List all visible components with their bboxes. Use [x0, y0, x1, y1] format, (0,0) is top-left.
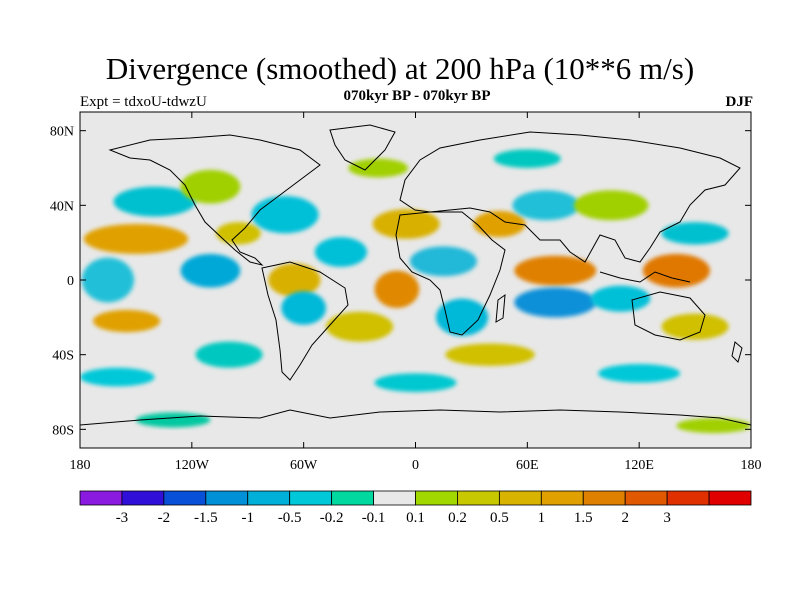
lon-tick-label: 120E — [624, 458, 654, 473]
field-region — [180, 169, 241, 204]
field-region — [573, 190, 649, 221]
field-region — [493, 149, 561, 169]
field-region — [598, 364, 681, 383]
field-region — [326, 311, 394, 342]
field-region — [676, 418, 751, 434]
coastlines — [80, 124, 751, 426]
field-region — [372, 209, 440, 239]
field-region — [374, 373, 457, 392]
field-region — [642, 253, 710, 288]
lat-tick-label: 40S — [52, 349, 74, 364]
field-region — [268, 263, 321, 297]
field-region — [514, 287, 597, 318]
field-region — [661, 222, 729, 245]
field-region — [445, 343, 535, 366]
field-region — [314, 237, 368, 267]
field-region — [661, 313, 729, 340]
field-region — [512, 190, 580, 221]
field-region — [374, 270, 420, 309]
field-region — [113, 186, 196, 217]
map-axes: 80N 40N 0 40S 80S 180 120W 60W 0 60E 120E 180 — [50, 112, 762, 473]
lon-tick-label: 180 — [70, 458, 91, 473]
season-label: DJF — [725, 94, 754, 110]
field-region — [281, 291, 327, 325]
lat-tick-label: 80N — [50, 125, 74, 140]
field-region — [514, 255, 597, 286]
field-region — [409, 246, 478, 277]
field-region — [251, 196, 319, 234]
lat-tick-label: 40N — [50, 199, 74, 214]
lon-tick-label: 0 — [412, 458, 419, 473]
field-region — [348, 158, 409, 178]
lon-tick-label: 120W — [175, 458, 210, 473]
field-region — [180, 253, 241, 288]
field-region — [93, 309, 161, 333]
lon-tick-label: 180 — [741, 458, 762, 473]
field-region — [195, 341, 263, 368]
figure-subtitle: 070kyr BP - 070kyr BP — [343, 88, 491, 104]
field-region — [216, 222, 261, 245]
experiment-label: Expt = tdxoU-tdwzU — [80, 94, 207, 110]
field-region — [83, 224, 189, 254]
lon-tick-label: 60E — [516, 458, 539, 473]
field-region — [81, 257, 135, 303]
lat-tick-label: 80S — [52, 423, 74, 438]
figure-title: Divergence (smoothed) at 200 hPa (10**6 … — [105, 51, 695, 86]
field-region — [80, 367, 155, 387]
field-region — [590, 285, 651, 312]
lat-tick-label: 0 — [67, 274, 74, 289]
lon-tick-label: 60W — [290, 458, 318, 473]
field-region — [473, 210, 526, 238]
